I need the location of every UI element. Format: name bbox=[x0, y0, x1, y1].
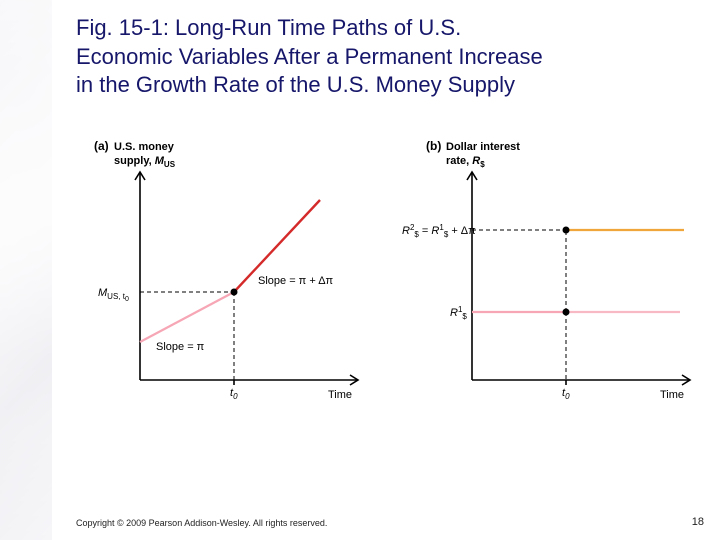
panel-b: (b) Dollar interest rate, R$ R2$ = R1$ +… bbox=[394, 132, 704, 432]
panel-b-upper-tick: R2$ = R1$ + Δπ bbox=[402, 223, 476, 239]
svg-text:(a): (a) bbox=[94, 139, 109, 153]
slope-upper-label: Slope = π + Δπ bbox=[258, 275, 334, 287]
panel-a-ylabel-l2c: US bbox=[164, 160, 176, 169]
decorative-sidebar bbox=[0, 0, 52, 540]
panel-b-ylabel-line2: rate, R$ bbox=[446, 155, 485, 169]
panel-b-ylabel-l2b: R bbox=[472, 155, 480, 167]
title-line-1: Fig. 15-1: Long-Run Time Paths of U.S. bbox=[76, 14, 676, 43]
panel-b-chart: (b) Dollar interest rate, R$ R2$ = R1$ +… bbox=[394, 132, 704, 432]
panel-a-ylabel-l2a: supply, bbox=[114, 155, 155, 167]
panel-a-ylabel-line2: supply, MUS bbox=[114, 155, 176, 169]
panel-b-lower-tick: R1$ bbox=[450, 305, 467, 321]
copyright-text: Copyright © 2009 Pearson Addison-Wesley.… bbox=[76, 518, 327, 528]
panel-a-ylabel-line1: U.S. money bbox=[114, 141, 175, 153]
panel-a-y-tick: MUS, t0 bbox=[98, 287, 129, 303]
panel-a: (a) U.S. money supply, MUS Slope = π + Δ… bbox=[62, 132, 372, 432]
panel-b-ylabel-l2a: rate, bbox=[446, 155, 472, 167]
panel-a-xlabel: Time bbox=[328, 389, 352, 401]
panel-b-ylabel-line1: Dollar interest bbox=[446, 141, 520, 153]
slope-lower-label: Slope = π bbox=[156, 341, 205, 353]
title-line-3: in the Growth Rate of the U.S. Money Sup… bbox=[76, 71, 676, 100]
panel-b-xlabel: Time bbox=[660, 389, 684, 401]
panel-b-t0: t0 bbox=[562, 387, 570, 401]
panel-b-tag: (b) bbox=[426, 139, 441, 153]
panel-a-chart: (a) U.S. money supply, MUS Slope = π + Δ… bbox=[62, 132, 372, 432]
panel-a-t0: t0 bbox=[230, 387, 238, 401]
title-line-2: Economic Variables After a Permanent Inc… bbox=[76, 43, 676, 72]
figure-title: Fig. 15-1: Long-Run Time Paths of U.S. E… bbox=[76, 14, 676, 100]
panel-a-tag: (a) bbox=[94, 139, 109, 153]
figures-container: (a) U.S. money supply, MUS Slope = π + Δ… bbox=[52, 132, 720, 432]
svg-text:(b): (b) bbox=[426, 139, 441, 153]
page-number: 18 bbox=[692, 516, 704, 528]
panel-b-ylabel-l2c: $ bbox=[480, 160, 485, 169]
